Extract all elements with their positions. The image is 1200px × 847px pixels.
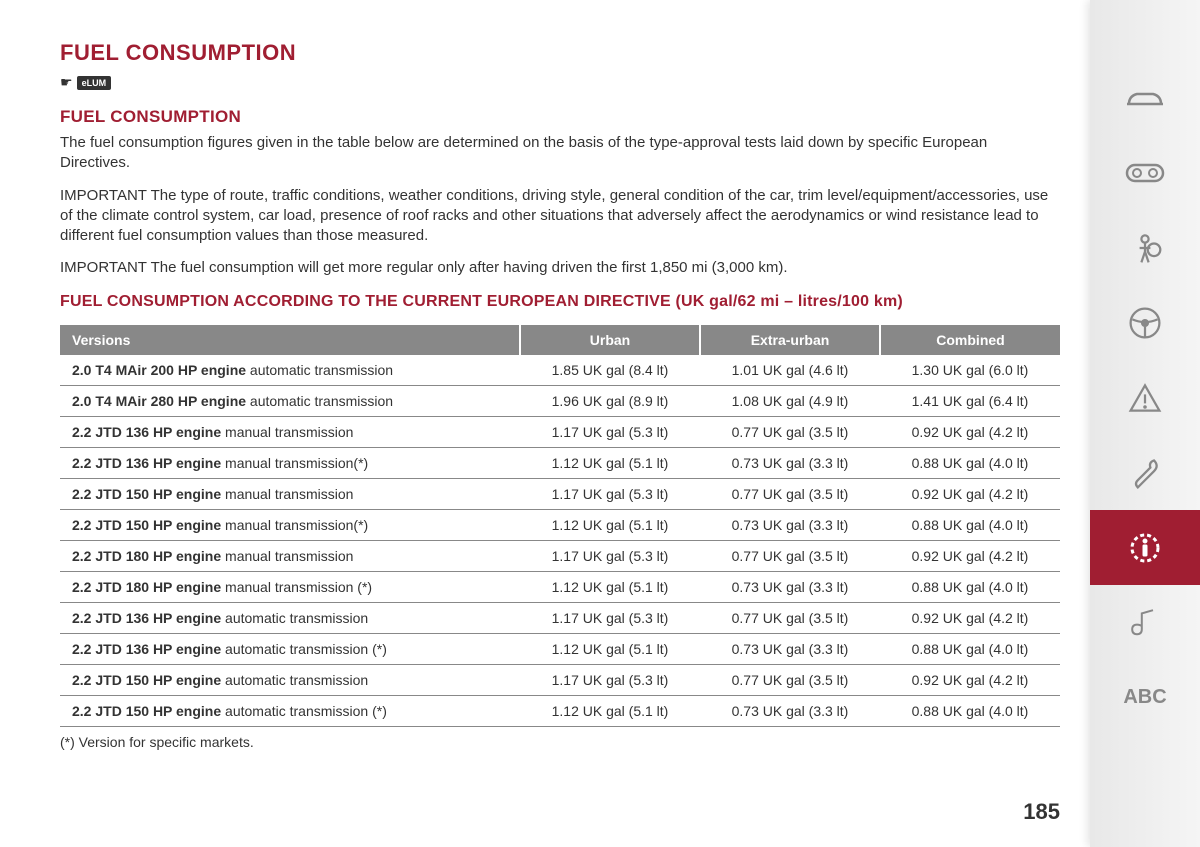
important-note-1: IMPORTANT The type of route, traffic con… [60, 186, 1060, 247]
table-row: 2.0 T4 MAir 200 HP engine automatic tran… [60, 355, 1060, 386]
cell-version: 2.2 JTD 150 HP engine automatic transmis… [60, 695, 520, 726]
cell-combined: 0.88 UK gal (4.0 lt) [880, 633, 1060, 664]
sidebar-wrench[interactable] [1090, 435, 1200, 510]
table-row: 2.0 T4 MAir 280 HP engine automatic tran… [60, 385, 1060, 416]
cell-urban: 1.12 UK gal (5.1 lt) [520, 571, 700, 602]
cell-combined: 0.88 UK gal (4.0 lt) [880, 571, 1060, 602]
col-urban: Urban [520, 325, 700, 355]
cell-urban: 1.17 UK gal (5.3 lt) [520, 664, 700, 695]
cell-version: 2.2 JTD 136 HP engine manual transmissio… [60, 447, 520, 478]
cell-version: 2.2 JTD 136 HP engine automatic transmis… [60, 602, 520, 633]
cell-extra: 0.73 UK gal (3.3 lt) [700, 633, 880, 664]
cell-urban: 1.12 UK gal (5.1 lt) [520, 447, 700, 478]
elum-badge: eLUM [77, 76, 112, 90]
dashboard-icon [1123, 151, 1167, 195]
table-footnote: (*) Version for specific markets. [60, 733, 1060, 752]
sidebar-steering[interactable] [1090, 285, 1200, 360]
cell-extra: 0.73 UK gal (3.3 lt) [700, 509, 880, 540]
sidebar-car[interactable] [1090, 60, 1200, 135]
table-row: 2.2 JTD 150 HP engine automatic transmis… [60, 664, 1060, 695]
sidebar-airbag[interactable] [1090, 210, 1200, 285]
important-note-2: IMPORTANT The fuel consumption will get … [60, 258, 1060, 278]
table-row: 2.2 JTD 136 HP engine manual transmissio… [60, 447, 1060, 478]
table-row: 2.2 JTD 150 HP engine manual transmissio… [60, 509, 1060, 540]
cell-urban: 1.17 UK gal (5.3 lt) [520, 540, 700, 571]
cell-version: 2.2 JTD 180 HP engine manual transmissio… [60, 540, 520, 571]
sidebar-audio[interactable] [1090, 585, 1200, 660]
cell-urban: 1.12 UK gal (5.1 lt) [520, 695, 700, 726]
car-icon [1123, 76, 1167, 120]
cell-extra: 0.77 UK gal (3.5 lt) [700, 416, 880, 447]
intro-paragraph: The fuel consumption figures given in th… [60, 133, 1060, 174]
airbag-icon [1123, 226, 1167, 270]
table-row: 2.2 JTD 136 HP engine automatic transmis… [60, 633, 1060, 664]
cell-combined: 0.92 UK gal (4.2 lt) [880, 416, 1060, 447]
cell-extra: 0.73 UK gal (3.3 lt) [700, 695, 880, 726]
cell-extra: 0.77 UK gal (3.5 lt) [700, 664, 880, 695]
page-number: 185 [1023, 799, 1060, 825]
cell-urban: 1.12 UK gal (5.1 lt) [520, 509, 700, 540]
cell-extra: 0.73 UK gal (3.3 lt) [700, 447, 880, 478]
cell-combined: 0.92 UK gal (4.2 lt) [880, 664, 1060, 695]
cell-extra: 0.77 UK gal (3.5 lt) [700, 540, 880, 571]
pointer-icon: ☛ [60, 74, 73, 91]
steering-wheel-icon [1123, 301, 1167, 345]
cell-urban: 1.17 UK gal (5.3 lt) [520, 602, 700, 633]
cell-combined: 0.92 UK gal (4.2 lt) [880, 602, 1060, 633]
cell-urban: 1.85 UK gal (8.4 lt) [520, 355, 700, 386]
table-title: FUEL CONSUMPTION ACCORDING TO THE CURREN… [60, 293, 1060, 311]
cell-version: 2.2 JTD 136 HP engine manual transmissio… [60, 416, 520, 447]
cell-urban: 1.12 UK gal (5.1 lt) [520, 633, 700, 664]
cell-version: 2.2 JTD 150 HP engine manual transmissio… [60, 478, 520, 509]
page-title: FUEL CONSUMPTION [60, 40, 1060, 66]
music-note-icon [1123, 601, 1167, 645]
table-row: 2.2 JTD 136 HP engine automatic transmis… [60, 602, 1060, 633]
cell-combined: 0.92 UK gal (4.2 lt) [880, 540, 1060, 571]
cell-combined: 0.92 UK gal (4.2 lt) [880, 478, 1060, 509]
cell-version: 2.2 JTD 136 HP engine automatic transmis… [60, 633, 520, 664]
sidebar-warning[interactable] [1090, 360, 1200, 435]
cell-version: 2.0 T4 MAir 280 HP engine automatic tran… [60, 385, 520, 416]
cell-version: 2.2 JTD 150 HP engine manual transmissio… [60, 509, 520, 540]
sidebar-dashboard[interactable] [1090, 135, 1200, 210]
cell-combined: 0.88 UK gal (4.0 lt) [880, 509, 1060, 540]
page-content: FUEL CONSUMPTION ☛ eLUM FUEL CONSUMPTION… [0, 0, 1090, 847]
wrench-icon [1123, 451, 1167, 495]
warning-icon [1123, 376, 1167, 420]
cell-combined: 1.41 UK gal (6.4 lt) [880, 385, 1060, 416]
cell-version: 2.2 JTD 180 HP engine manual transmissio… [60, 571, 520, 602]
cell-extra: 1.08 UK gal (4.9 lt) [700, 385, 880, 416]
cell-combined: 0.88 UK gal (4.0 lt) [880, 695, 1060, 726]
sidebar-info[interactable] [1090, 510, 1200, 585]
sidebar-nav: ABC [1090, 0, 1200, 847]
cell-version: 2.2 JTD 150 HP engine automatic transmis… [60, 664, 520, 695]
cell-extra: 0.77 UK gal (3.5 lt) [700, 602, 880, 633]
table-row: 2.2 JTD 136 HP engine manual transmissio… [60, 416, 1060, 447]
abc-label: ABC [1123, 686, 1166, 709]
table-row: 2.2 JTD 150 HP engine automatic transmis… [60, 695, 1060, 726]
elum-reference: ☛ eLUM [60, 74, 111, 91]
cell-combined: 0.88 UK gal (4.0 lt) [880, 447, 1060, 478]
table-row: 2.2 JTD 150 HP engine manual transmissio… [60, 478, 1060, 509]
cell-combined: 1.30 UK gal (6.0 lt) [880, 355, 1060, 386]
table-row: 2.2 JTD 180 HP engine manual transmissio… [60, 571, 1060, 602]
cell-urban: 1.17 UK gal (5.3 lt) [520, 478, 700, 509]
cell-version: 2.0 T4 MAir 200 HP engine automatic tran… [60, 355, 520, 386]
table-header-row: Versions Urban Extra-urban Combined [60, 325, 1060, 355]
cell-urban: 1.17 UK gal (5.3 lt) [520, 416, 700, 447]
col-extra-urban: Extra-urban [700, 325, 880, 355]
col-versions: Versions [60, 325, 520, 355]
col-combined: Combined [880, 325, 1060, 355]
sidebar-index[interactable]: ABC [1090, 660, 1200, 735]
info-gear-icon [1123, 526, 1167, 570]
fuel-consumption-table: Versions Urban Extra-urban Combined 2.0 … [60, 325, 1060, 727]
table-row: 2.2 JTD 180 HP engine manual transmissio… [60, 540, 1060, 571]
section-title: FUEL CONSUMPTION [60, 107, 1060, 127]
cell-urban: 1.96 UK gal (8.9 lt) [520, 385, 700, 416]
cell-extra: 0.73 UK gal (3.3 lt) [700, 571, 880, 602]
cell-extra: 0.77 UK gal (3.5 lt) [700, 478, 880, 509]
cell-extra: 1.01 UK gal (4.6 lt) [700, 355, 880, 386]
